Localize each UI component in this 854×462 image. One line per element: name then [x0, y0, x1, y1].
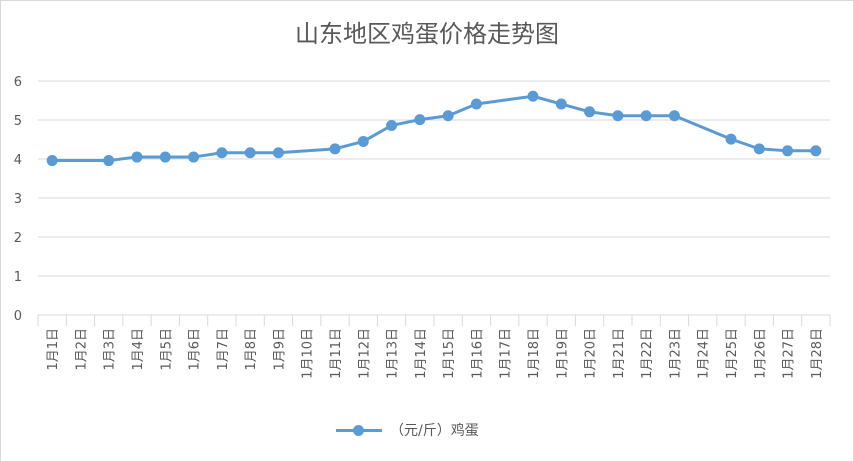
- data-point: [640, 110, 652, 122]
- data-point: [668, 110, 680, 122]
- x-tick-label: 1月19日: [555, 328, 570, 379]
- y-tick-label: 4: [14, 153, 22, 168]
- data-point: [782, 145, 794, 157]
- y-tick-label: 3: [14, 192, 22, 207]
- data-point: [244, 147, 256, 159]
- x-tick-label: 1月17日: [499, 328, 514, 379]
- data-point: [386, 119, 398, 131]
- data-point: [103, 155, 115, 167]
- x-tick-label: 1月26日: [753, 328, 768, 379]
- data-point: [216, 147, 228, 159]
- x-tick-label: 1月2日: [74, 328, 89, 371]
- data-point: [527, 90, 539, 102]
- legend-marker: [336, 423, 382, 437]
- y-tick-label: 0: [14, 309, 22, 324]
- data-point: [470, 98, 482, 110]
- x-tick-label: 1月12日: [357, 328, 372, 379]
- x-tick-label: 1月18日: [527, 328, 542, 379]
- x-tick-label: 1月22日: [640, 328, 655, 379]
- legend-label: （元/斤）鸡蛋: [390, 423, 479, 439]
- x-tick-label: 1月6日: [188, 328, 203, 371]
- x-tick-label: 1月7日: [216, 328, 231, 371]
- data-point: [810, 145, 822, 157]
- data-point: [159, 151, 171, 163]
- data-point: [272, 147, 284, 159]
- data-point: [442, 110, 454, 122]
- data-point: [188, 151, 200, 163]
- x-tick-label: 1月11日: [329, 328, 344, 379]
- x-tick-label: 1月23日: [668, 328, 683, 379]
- data-point: [414, 114, 426, 126]
- y-tick-label: 6: [14, 75, 22, 90]
- x-tick-label: 1月3日: [103, 328, 118, 371]
- x-tick-label: 1月14日: [414, 328, 429, 379]
- x-tick-label: 1月9日: [272, 328, 287, 371]
- data-point: [725, 133, 737, 145]
- chart-title: 山东地区鸡蛋价格走势图: [295, 20, 559, 48]
- x-tick-label: 1月15日: [442, 328, 457, 379]
- data-point: [357, 135, 369, 147]
- data-point: [584, 106, 596, 118]
- data-point: [329, 143, 341, 155]
- y-tick-label: 2: [14, 231, 22, 246]
- x-tick-label: 1月25日: [725, 328, 740, 379]
- x-tick-label: 1月28日: [810, 328, 825, 379]
- x-tick-label: 1月13日: [386, 328, 401, 379]
- x-tick-label: 1月8日: [244, 328, 259, 371]
- data-point: [46, 155, 58, 167]
- x-tick-label: 1月24日: [697, 328, 712, 379]
- x-tick-label: 1月27日: [782, 328, 797, 379]
- x-tick-label: 1月21日: [612, 328, 627, 379]
- y-tick-label: 1: [14, 270, 22, 285]
- x-tick-label: 1月5日: [159, 328, 174, 371]
- x-tick-label: 1月10日: [301, 328, 316, 379]
- x-tick-label: 1月20日: [584, 328, 599, 379]
- data-point: [131, 151, 143, 163]
- legend: （元/斤）鸡蛋: [336, 418, 479, 442]
- data-point: [555, 98, 567, 110]
- series-line: [50, 94, 818, 163]
- x-tick-label: 1月4日: [131, 328, 146, 371]
- y-tick-label: 5: [14, 114, 22, 129]
- x-tick-label: 1月16日: [470, 328, 485, 379]
- data-point: [612, 110, 624, 122]
- data-point: [753, 143, 765, 155]
- x-tick-label: 1月1日: [46, 328, 61, 371]
